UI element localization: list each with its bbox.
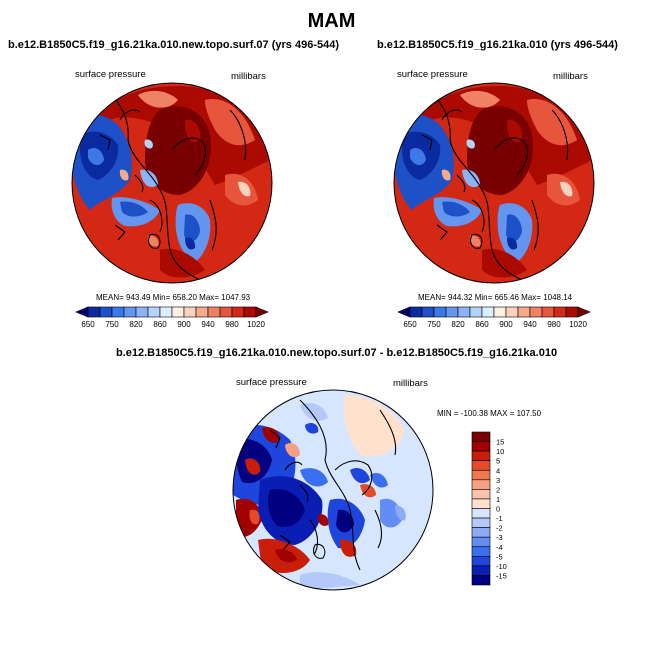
panel2-units: millibars (553, 71, 588, 82)
panel3-colorbar-tick-label: -5 (496, 552, 503, 561)
panel2-colorbar-box-7 (481, 306, 495, 318)
panel3-units: millibars (393, 378, 428, 389)
panel3-map (232, 389, 434, 591)
panel1-colorbar-tick-label: 820 (129, 320, 143, 329)
panel2-colorbar-tick-label: 940 (523, 320, 537, 329)
panel3-colorbar-box-15 (471, 575, 491, 586)
panel3-colorbar-tick-label: 4 (496, 466, 500, 475)
panel1-colorbar-box-15 (255, 306, 269, 318)
panel2-title: b.e12.B1850C5.f19_g16.21ka.010 (yrs 496-… (377, 39, 618, 51)
panel3-colorbar-box-14 (471, 565, 491, 576)
panel2-colorbar-tick-label: 900 (499, 320, 513, 329)
panel1-map (71, 82, 273, 284)
panel2-colorbar-tick-label: 750 (427, 320, 441, 329)
panel2-colorbar-box-2 (421, 306, 435, 318)
page-title: MAM (307, 10, 356, 32)
panel3-colorbar-box-2 (471, 450, 491, 461)
panel1-colorbar-tick-label: 940 (201, 320, 215, 329)
panel3-colorbar-box-9 (471, 517, 491, 528)
panel3-colorbar-tick-label: -4 (496, 543, 503, 552)
panel3-variable: surface pressure (236, 377, 307, 388)
panel2-colorbar: 650 750 820 860 900 940 980 1020 (397, 306, 591, 329)
panel2-map (393, 82, 595, 284)
panel3-colorbar-box-7 (471, 498, 491, 509)
panel2-colorbar-box-13 (553, 306, 567, 318)
panel1-colorbar-box-12 (219, 306, 233, 318)
panel3-colorbar-tick-label: 1 (496, 495, 500, 504)
panel3-colorbar-tick-label: -1 (496, 514, 503, 523)
panel1-colorbar-tick-label: 750 (105, 320, 119, 329)
panel2-colorbar-box-6 (469, 306, 483, 318)
panel3-colorbar-box-3 (471, 460, 491, 471)
panel2-colorbar-box-1 (409, 306, 423, 318)
panel1-colorbar: 650 750 820 860 900 940 980 1020 (75, 306, 269, 329)
panel1-colorbar-box-13 (231, 306, 245, 318)
panel2-colorbar-box-3 (433, 306, 447, 318)
panel3-colorbar-box-13 (471, 556, 491, 567)
panel1-colorbar-box-6 (147, 306, 161, 318)
panel1-colorbar-box-14 (243, 306, 257, 318)
panel1-colorbar-box-2 (99, 306, 113, 318)
panel3-colorbar-tick-label: -2 (496, 524, 503, 533)
panel2-variable: surface pressure (397, 69, 468, 80)
panel1-stats: MEAN= 943.49 Min= 658.20 Max= 1047.93 (96, 293, 251, 302)
panel3-colorbar-tick-label: 10 (496, 447, 504, 456)
panel1-colorbar-tick-label: 650 (81, 320, 95, 329)
panel2-colorbar-tick-label: 980 (547, 320, 561, 329)
panel3-colorbar-tick-label: -15 (496, 571, 507, 580)
panel1-units: millibars (231, 71, 266, 82)
panel2-colorbar-box-4 (445, 306, 459, 318)
panel1-colorbar-tick-label: 1020 (247, 320, 265, 329)
panel1-colorbar-tick-label: 860 (153, 320, 167, 329)
panel1-colorbar-box-8 (171, 306, 185, 318)
panel1-colorbar-box-9 (183, 306, 197, 318)
panel1-colorbar-tick-label: 980 (225, 320, 239, 329)
panel3-colorbar-box-6 (471, 489, 491, 500)
panel3-colorbar-box-1 (471, 441, 491, 452)
panel3-colorbar-box-0 (471, 431, 491, 442)
panel1-variable: surface pressure (75, 69, 146, 80)
panel3-colorbar-box-12 (471, 546, 491, 557)
panel3-colorbar-box-11 (471, 536, 491, 548)
panel3-colorbar-box-10 (471, 527, 491, 538)
panel2-colorbar-box-12 (541, 306, 555, 318)
panel2-colorbar-tick-label: 860 (475, 320, 489, 329)
panel2-colorbar-box-14 (565, 306, 579, 318)
panel1-colorbar-box-0 (75, 306, 89, 318)
panel3-colorbar-tick-label: 2 (496, 485, 500, 494)
panel3-colorbar-tick-label: 0 (496, 505, 500, 514)
panel3-colorbar-tick-label: 3 (496, 476, 500, 485)
panel2-colorbar-box-10 (517, 306, 531, 318)
panel2-colorbar-box-5 (457, 306, 471, 318)
panel1-colorbar-box-7 (159, 306, 173, 318)
panel1-colorbar-box-11 (207, 306, 221, 318)
panel2-colorbar-box-9 (505, 306, 519, 318)
panel3-stats: MIN = -100.38 MAX = 107.50 (437, 409, 542, 418)
panel3-colorbar-tick-label: 15 (496, 438, 504, 447)
panel2-colorbar-tick-label: 820 (451, 320, 465, 329)
panel1-colorbar-box-4 (123, 306, 137, 318)
panel3-colorbar-box-5 (471, 479, 491, 490)
panel1-colorbar-tick-label: 900 (177, 320, 191, 329)
panel3-colorbar-box-8 (471, 508, 491, 519)
panel2-colorbar-tick-label: 650 (403, 320, 417, 329)
panel2-colorbar-tick-label: 1020 (569, 320, 587, 329)
panel1-title: b.e12.B1850C5.f19_g16.21ka.010.new.topo.… (8, 39, 339, 51)
panel1-colorbar-box-10 (195, 306, 209, 318)
panel2-colorbar-box-0 (397, 306, 411, 318)
panel1-colorbar-box-5 (135, 306, 149, 318)
panel3-colorbar-tick-label: -10 (496, 562, 507, 571)
panel1-colorbar-box-3 (111, 306, 125, 318)
panel2-colorbar-box-11 (529, 306, 543, 318)
panel3-title: b.e12.B1850C5.f19_g16.21ka.010.new.topo.… (116, 347, 558, 359)
panel2-colorbar-box-8 (493, 306, 507, 318)
panel2-stats: MEAN= 944.32 Min= 665.46 Max= 1048.14 (418, 293, 573, 302)
panel3-colorbar-tick-label: -3 (496, 533, 503, 542)
panel1-colorbar-box-1 (87, 306, 101, 318)
panel3-colorbar-box-4 (471, 469, 491, 481)
panel3-colorbar-tick-label: 5 (496, 457, 500, 466)
panel2-colorbar-box-15 (577, 306, 591, 318)
